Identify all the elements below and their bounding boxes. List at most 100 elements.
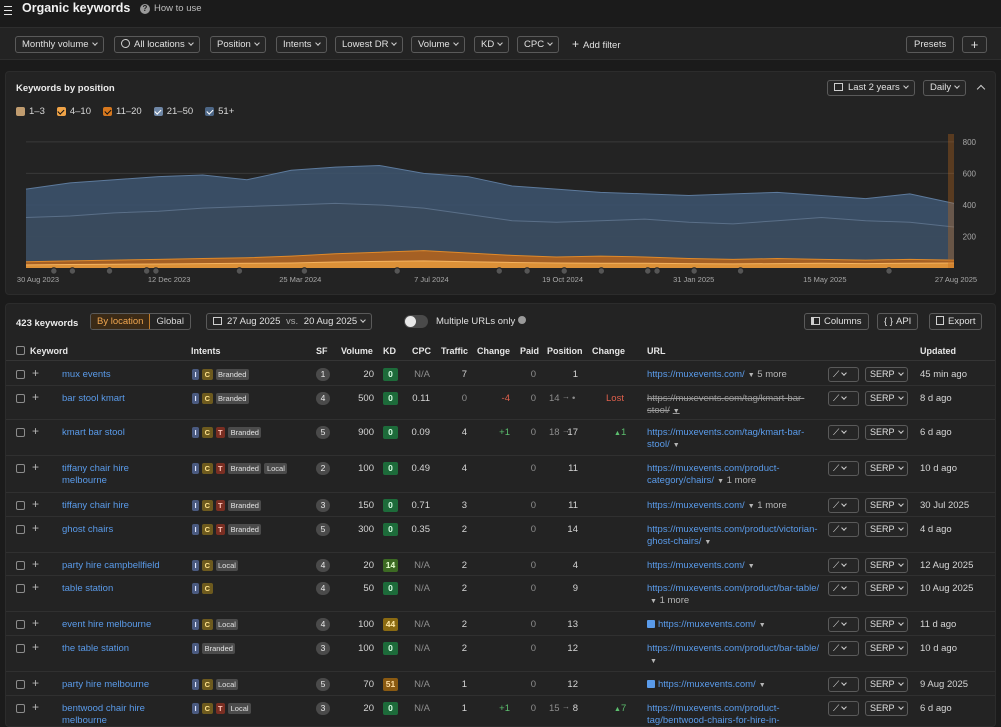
legend-checkbox[interactable] <box>153 107 163 116</box>
annotation-marker[interactable] <box>885 267 893 275</box>
menu-icon[interactable] <box>4 3 14 17</box>
trend-button[interactable]: ⟋ <box>828 677 859 692</box>
trend-button[interactable]: ⟋ <box>828 391 859 406</box>
row-checkbox[interactable] <box>16 644 25 653</box>
col-volume[interactable]: Volume <box>341 346 373 356</box>
trend-button[interactable]: ⟋ <box>828 461 859 476</box>
row-checkbox[interactable] <box>16 620 25 629</box>
legend-item[interactable]: 11–20 <box>103 106 142 117</box>
filter-volume[interactable]: Volume <box>411 36 465 53</box>
sf-cell[interactable]: 2 <box>316 462 330 475</box>
annotation-marker[interactable] <box>50 267 58 275</box>
serp-button[interactable]: SERP <box>865 391 908 406</box>
annotation-marker[interactable] <box>653 267 661 275</box>
col-position[interactable]: Position <box>547 346 583 356</box>
url-link[interactable]: https://muxevents.com/▼ <box>647 679 823 692</box>
api-button[interactable]: { } API <box>877 313 919 330</box>
serp-button[interactable]: SERP <box>865 617 908 632</box>
row-checkbox[interactable] <box>16 584 25 593</box>
trend-button[interactable]: ⟋ <box>828 498 859 513</box>
expand-plus-icon[interactable]: + <box>32 557 40 571</box>
expand-plus-icon[interactable]: + <box>32 616 40 630</box>
row-checkbox[interactable] <box>16 394 25 403</box>
keyword-link[interactable]: bentwood chair hire melbourne <box>62 703 145 726</box>
url-link[interactable]: https://muxevents.com/▼ <box>647 560 823 573</box>
filter-position[interactable]: Position <box>210 36 266 53</box>
keyword-link[interactable]: bar stool kmart <box>62 393 125 404</box>
help-icon[interactable] <box>517 316 526 324</box>
select-all-checkbox[interactable] <box>16 346 25 355</box>
keyword-link[interactable]: party hire melbourne <box>62 679 150 690</box>
expand-plus-icon[interactable]: + <box>32 424 40 438</box>
more-urls-link[interactable]: 1 more <box>659 595 690 606</box>
legend-checkbox[interactable] <box>205 107 215 116</box>
serp-button[interactable]: SERP <box>865 522 908 537</box>
trend-button[interactable]: ⟋ <box>828 701 859 716</box>
trend-button[interactable]: ⟋ <box>828 581 859 596</box>
url-dropdown-icon[interactable]: ▼ <box>717 478 724 485</box>
sf-cell[interactable]: 4 <box>316 559 330 572</box>
col-intents[interactable]: Intents <box>191 346 221 356</box>
col-paid[interactable]: Paid <box>520 346 540 356</box>
annotation-marker[interactable] <box>68 267 77 275</box>
export-button[interactable]: Export <box>929 313 983 330</box>
annotation-marker[interactable] <box>300 267 309 275</box>
col-cpc[interactable]: CPC <box>412 346 432 356</box>
filter-monthly-volume[interactable]: Monthly volume <box>15 36 104 53</box>
sf-cell[interactable]: 4 <box>316 618 330 631</box>
expand-plus-icon[interactable]: + <box>32 521 40 535</box>
legend-checkbox[interactable] <box>16 107 25 116</box>
expand-plus-icon[interactable]: + <box>32 640 40 654</box>
col-updated[interactable]: Updated <box>920 346 956 356</box>
annotation-marker[interactable] <box>644 267 652 275</box>
global-option[interactable]: Global <box>156 316 184 327</box>
url-link[interactable]: https://muxevents.com/▼ 5 more <box>647 369 823 382</box>
sf-cell[interactable]: 4 <box>316 392 330 405</box>
more-urls-link[interactable]: 1 more <box>757 500 787 511</box>
serp-button[interactable]: SERP <box>865 367 908 382</box>
expand-plus-icon[interactable]: + <box>32 676 40 690</box>
keyword-link[interactable]: event hire melbourne <box>62 619 152 630</box>
url-dropdown-icon[interactable]: ▼ <box>747 503 755 510</box>
annotation-marker[interactable] <box>523 267 531 275</box>
row-checkbox[interactable] <box>16 680 25 689</box>
serp-button[interactable]: SERP <box>865 701 908 716</box>
legend-item[interactable]: 1–3 <box>16 106 45 117</box>
trend-button[interactable]: ⟋ <box>828 367 859 382</box>
url-link[interactable]: https://muxevents.com/tag/kmart-bar-stoo… <box>647 393 823 418</box>
row-checkbox[interactable] <box>16 501 25 510</box>
keyword-link[interactable]: mux events <box>62 369 111 380</box>
url-dropdown-icon[interactable]: ▼ <box>650 598 657 605</box>
url-dropdown-icon[interactable]: ▼ <box>672 408 680 415</box>
row-checkbox[interactable] <box>16 704 25 713</box>
expand-plus-icon[interactable]: + <box>32 700 40 714</box>
filter-all-locations[interactable]: All locations <box>114 36 200 53</box>
row-checkbox[interactable] <box>16 464 25 473</box>
keyword-link[interactable]: tiffany chair hire <box>62 500 129 511</box>
url-dropdown-icon[interactable]: ▼ <box>747 372 755 379</box>
legend-item[interactable]: 21–50 <box>153 106 193 117</box>
legend-checkbox[interactable] <box>103 107 112 116</box>
sf-cell[interactable]: 3 <box>316 499 330 512</box>
sf-cell[interactable]: 1 <box>316 368 330 381</box>
add-preset-button[interactable]: + <box>962 36 987 53</box>
more-urls-link[interactable]: 5 more <box>757 369 787 380</box>
keyword-link[interactable]: kmart bar stool <box>62 427 125 438</box>
sf-cell[interactable]: 4 <box>316 582 330 595</box>
annotation-marker[interactable] <box>690 267 698 275</box>
keyword-link[interactable]: table station <box>62 583 114 594</box>
expand-plus-icon[interactable]: + <box>32 366 40 380</box>
serp-button[interactable]: SERP <box>865 425 908 440</box>
url-link[interactable]: https://muxevents.com/product/bar-table/… <box>647 583 823 608</box>
serp-button[interactable]: SERP <box>865 558 908 573</box>
url-link[interactable]: https://muxevents.com/product/victorian-… <box>647 524 823 549</box>
expand-plus-icon[interactable]: + <box>32 390 40 404</box>
url-dropdown-icon[interactable]: ▼ <box>758 622 766 629</box>
annotation-marker[interactable] <box>235 267 244 275</box>
keyword-link[interactable]: party hire campbellfield <box>62 560 160 571</box>
add-filter-button[interactable]: + Add filter <box>572 36 621 53</box>
by-location-option[interactable]: By location <box>91 314 151 329</box>
how-to-use-link[interactable]: ? How to use <box>140 3 202 14</box>
col-traffic-change[interactable]: Change <box>477 346 511 356</box>
more-urls-link[interactable]: 1 more <box>726 475 757 486</box>
